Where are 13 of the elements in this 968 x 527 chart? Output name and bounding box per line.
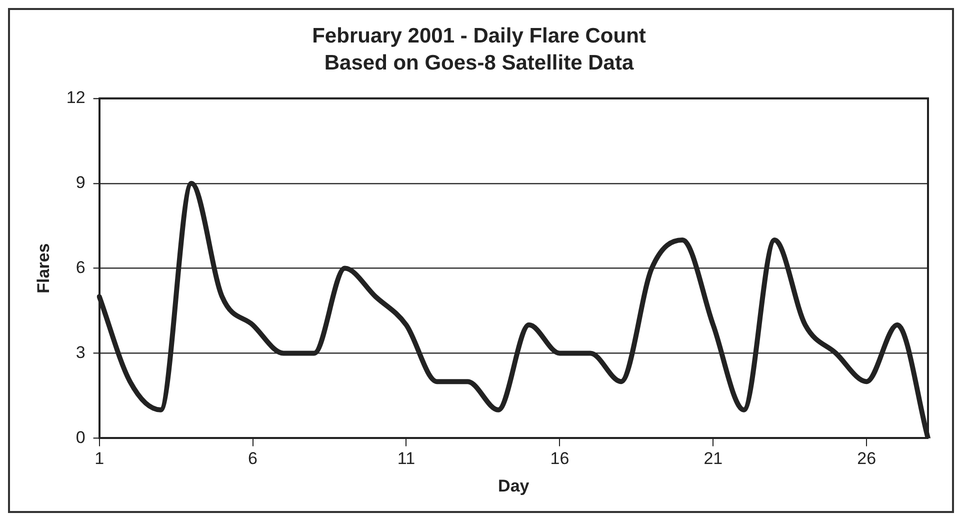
y-tick-label: 6: [76, 258, 86, 277]
x-tick-label: 16: [550, 449, 570, 468]
y-tick-label: 3: [76, 342, 86, 362]
y-tick-label: 12: [66, 88, 86, 108]
y-tick-label: 9: [76, 173, 86, 192]
x-tick-label: 26: [857, 449, 876, 468]
x-tick-label: 11: [397, 449, 416, 468]
y-tick-label: 0: [76, 428, 86, 447]
chart-title: February 2001 - Daily Flare Count: [312, 24, 646, 48]
x-tick-label: 1: [94, 449, 104, 468]
x-tick-label: 6: [248, 449, 258, 468]
y-axis-title: Flares: [34, 243, 53, 294]
x-tick-label: 21: [704, 449, 723, 468]
